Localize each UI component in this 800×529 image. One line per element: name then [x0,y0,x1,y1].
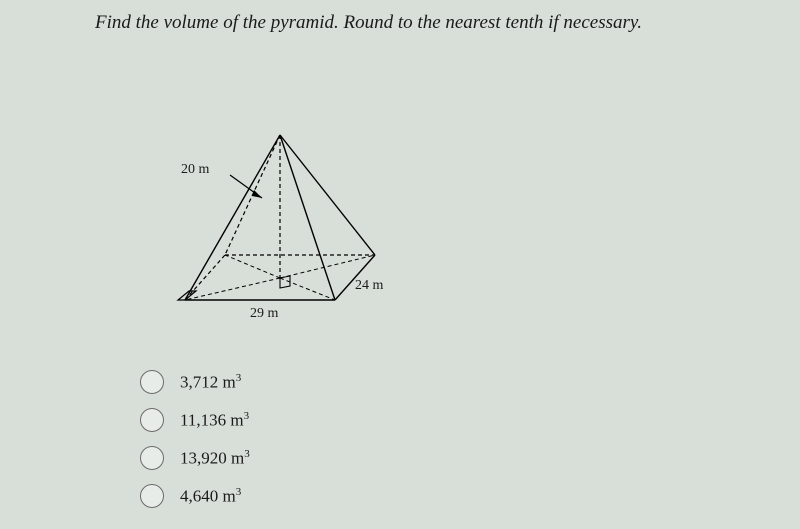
answer-text: 11,136 m3 [180,410,249,431]
answer-option[interactable]: 4,640 m3 [140,484,250,508]
radio-icon[interactable] [140,370,164,394]
answer-choices: 3,712 m3 11,136 m3 13,920 m3 4,640 m3 [140,370,250,522]
label-side: 24 m [355,278,383,294]
answer-text: 13,920 m3 [180,448,250,469]
radio-icon[interactable] [140,484,164,508]
answer-option[interactable]: 13,920 m3 [140,446,250,470]
pyramid-svg [145,130,405,330]
pyramid-diagram: 20 m 24 m 29 m [145,130,405,330]
label-base: 29 m [250,306,278,322]
answer-option[interactable]: 3,712 m3 [140,370,250,394]
radio-icon[interactable] [140,408,164,432]
label-slant: 20 m [181,162,209,178]
answer-text: 3,712 m3 [180,372,241,393]
question-text: Find the volume of the pyramid. Round to… [95,12,642,34]
answer-option[interactable]: 11,136 m3 [140,408,250,432]
radio-icon[interactable] [140,446,164,470]
answer-text: 4,640 m3 [180,486,241,507]
